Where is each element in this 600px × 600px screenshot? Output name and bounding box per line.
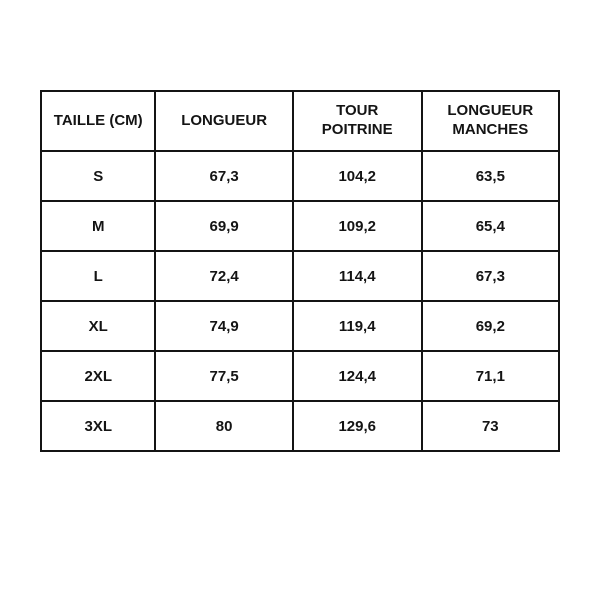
- table-row: M 69,9 109,2 65,4: [41, 201, 559, 251]
- cell-longueur: 80: [155, 401, 292, 451]
- cell-size: 2XL: [41, 351, 155, 401]
- cell-size: XL: [41, 301, 155, 351]
- cell-longueur: 72,4: [155, 251, 292, 301]
- cell-longueur-manches: 65,4: [422, 201, 559, 251]
- cell-tour-poitrine: 124,4: [293, 351, 422, 401]
- cell-tour-poitrine: 109,2: [293, 201, 422, 251]
- cell-longueur-manches: 71,1: [422, 351, 559, 401]
- cell-tour-poitrine: 114,4: [293, 251, 422, 301]
- table-row: 2XL 77,5 124,4 71,1: [41, 351, 559, 401]
- cell-size: M: [41, 201, 155, 251]
- cell-longueur-manches: 67,3: [422, 251, 559, 301]
- cell-tour-poitrine: 119,4: [293, 301, 422, 351]
- cell-longueur-manches: 63,5: [422, 151, 559, 201]
- header-longueur: LONGUEUR: [155, 91, 292, 151]
- table-row: XL 74,9 119,4 69,2: [41, 301, 559, 351]
- cell-size: 3XL: [41, 401, 155, 451]
- table-row: 3XL 80 129,6 73: [41, 401, 559, 451]
- header-taille: TAILLE (CM): [41, 91, 155, 151]
- header-tour-poitrine: TOUR POITRINE: [293, 91, 422, 151]
- cell-longueur: 74,9: [155, 301, 292, 351]
- size-table: TAILLE (CM) LONGUEUR TOUR POITRINE LONGU…: [40, 90, 560, 452]
- table-row: L 72,4 114,4 67,3: [41, 251, 559, 301]
- cell-size: L: [41, 251, 155, 301]
- cell-longueur-manches: 69,2: [422, 301, 559, 351]
- table-row: S 67,3 104,2 63,5: [41, 151, 559, 201]
- cell-size: S: [41, 151, 155, 201]
- cell-longueur-manches: 73: [422, 401, 559, 451]
- cell-tour-poitrine: 104,2: [293, 151, 422, 201]
- cell-tour-poitrine: 129,6: [293, 401, 422, 451]
- cell-longueur: 77,5: [155, 351, 292, 401]
- cell-longueur: 69,9: [155, 201, 292, 251]
- cell-longueur: 67,3: [155, 151, 292, 201]
- table-header-row: TAILLE (CM) LONGUEUR TOUR POITRINE LONGU…: [41, 91, 559, 151]
- header-longueur-manches: LONGUEUR MANCHES: [422, 91, 559, 151]
